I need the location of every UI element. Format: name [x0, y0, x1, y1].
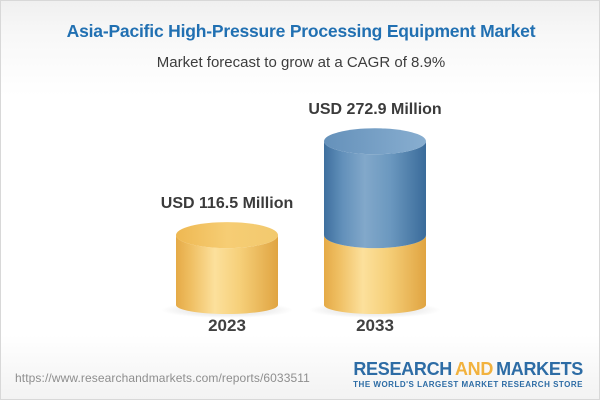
chart-subtitle: Market forecast to grow at a CAGR of 8.9…	[156, 54, 446, 71]
logo-word-research: RESEARCH	[353, 359, 452, 379]
research-and-markets-logo: RESEARCH AND MARKETS THE WORLD'S LARGEST M…	[353, 360, 583, 389]
logo-tagline: THE WORLD'S LARGEST MARKET RESEARCH STOR…	[353, 380, 583, 389]
logo-word-and: AND	[454, 359, 494, 379]
value-label-2023: USD 116.5 Million	[160, 195, 294, 213]
category-label-2033: 2033	[356, 316, 394, 335]
report-url-link[interactable]: https://www.researchandmarkets.com/repor…	[15, 371, 310, 385]
logo-word-markets: MARKETS	[496, 359, 583, 379]
logo-wordmark: RESEARCH AND MARKETS	[353, 360, 583, 378]
value-label-2033: USD 272.9 Million	[308, 101, 442, 119]
chart-title: Asia-Pacific High-Pressure Processing Eq…	[66, 21, 536, 41]
category-label-2023: 2023	[208, 316, 246, 335]
